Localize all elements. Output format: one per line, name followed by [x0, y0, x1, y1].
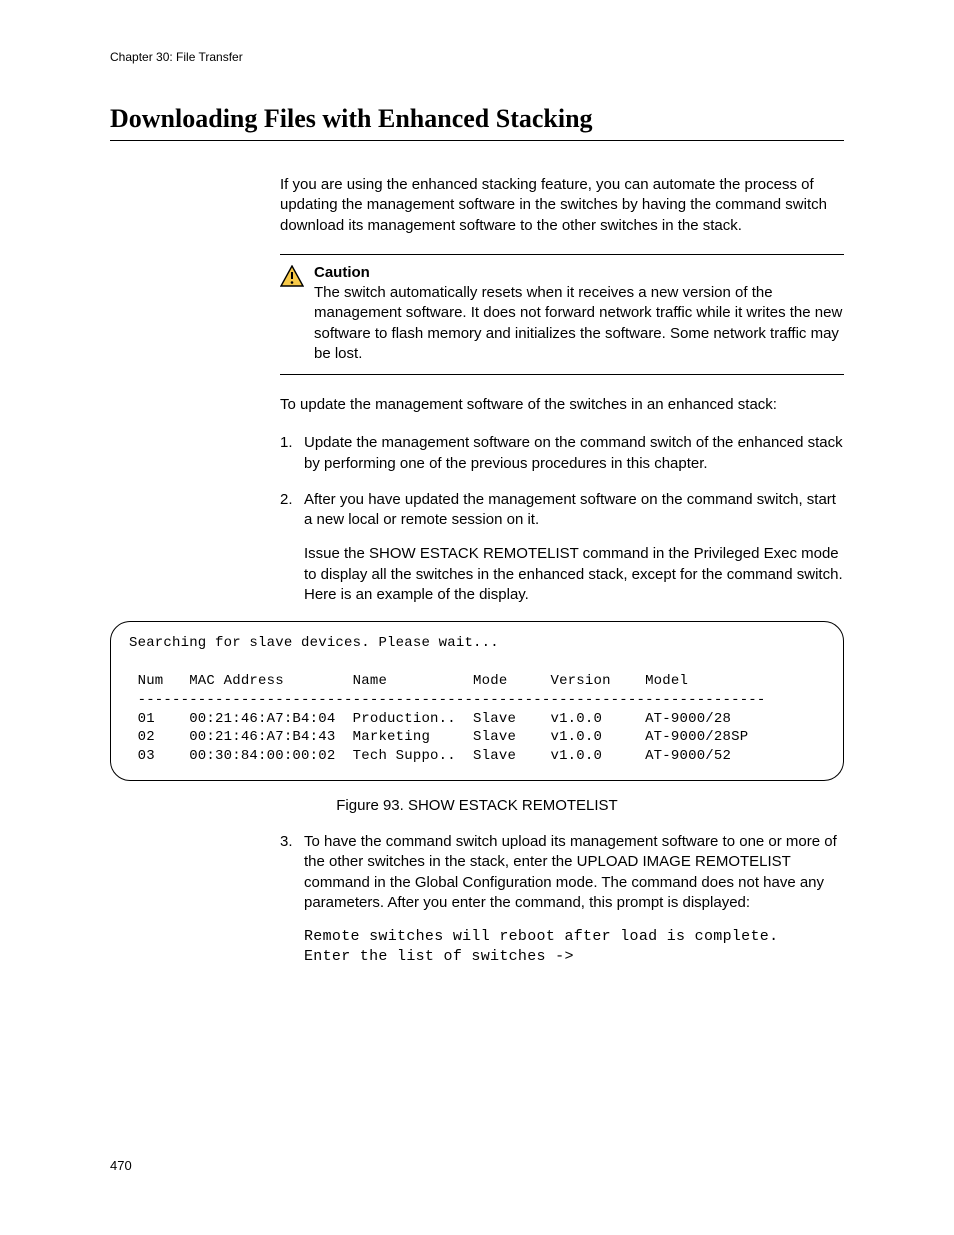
page-number: 470	[110, 1158, 132, 1173]
step-3-body: To have the command switch upload its ma…	[304, 832, 844, 968]
step-1: 1. Update the management software on the…	[280, 433, 844, 474]
step-1-num: 1.	[280, 433, 304, 474]
terminal-search-line: Searching for slave devices. Please wait…	[129, 635, 499, 651]
body-column: If you are using the enhanced stacking f…	[280, 175, 844, 605]
step-list-2: 3. To have the command switch upload its…	[280, 832, 844, 968]
page: Chapter 30: File Transfer Downloading Fi…	[0, 0, 954, 1235]
terminal-columns: Num MAC Address Name Mode Version Model	[129, 673, 688, 689]
step-2-num: 2.	[280, 490, 304, 605]
step-3: 3. To have the command switch upload its…	[280, 832, 844, 968]
code-prompt: Remote switches will reboot after load i…	[304, 927, 844, 968]
section-title: Downloading Files with Enhanced Stacking	[110, 104, 844, 134]
caution-block: Caution The switch automatically resets …	[280, 254, 844, 375]
terminal-row-2: 02 00:21:46:A7:B4:43 Marketing Slave v1.…	[129, 729, 748, 745]
lead-paragraph: To update the management software of the…	[280, 395, 844, 415]
terminal-rule: ----------------------------------------…	[129, 692, 766, 708]
terminal-row-3: 03 00:30:84:00:00:02 Tech Suppo.. Slave …	[129, 748, 731, 764]
step-2-sub: Issue the SHOW ESTACK REMOTELIST command…	[304, 544, 844, 605]
figure-caption: Figure 93. SHOW ESTACK REMOTELIST	[110, 797, 844, 814]
terminal-row-1: 01 00:21:46:A7:B4:04 Production.. Slave …	[129, 711, 731, 727]
intro-paragraph: If you are using the enhanced stacking f…	[280, 175, 844, 236]
chapter-header: Chapter 30: File Transfer	[110, 50, 844, 64]
step-3-text: To have the command switch upload its ma…	[304, 833, 837, 911]
body-column-2: 3. To have the command switch upload its…	[280, 832, 844, 968]
title-rule	[110, 140, 844, 141]
caution-text: Caution The switch automatically resets …	[314, 263, 844, 364]
step-list: 1. Update the management software on the…	[280, 433, 844, 605]
step-2-body: After you have updated the management so…	[304, 490, 844, 605]
terminal-output: Searching for slave devices. Please wait…	[110, 621, 844, 781]
caution-label: Caution	[314, 264, 370, 281]
caution-body: The switch automatically resets when it …	[314, 284, 842, 362]
step-2: 2. After you have updated the management…	[280, 490, 844, 605]
step-1-body: Update the management software on the co…	[304, 433, 844, 474]
step-3-num: 3.	[280, 832, 304, 968]
caution-icon	[280, 265, 304, 293]
step-2-text: After you have updated the management so…	[304, 491, 836, 528]
